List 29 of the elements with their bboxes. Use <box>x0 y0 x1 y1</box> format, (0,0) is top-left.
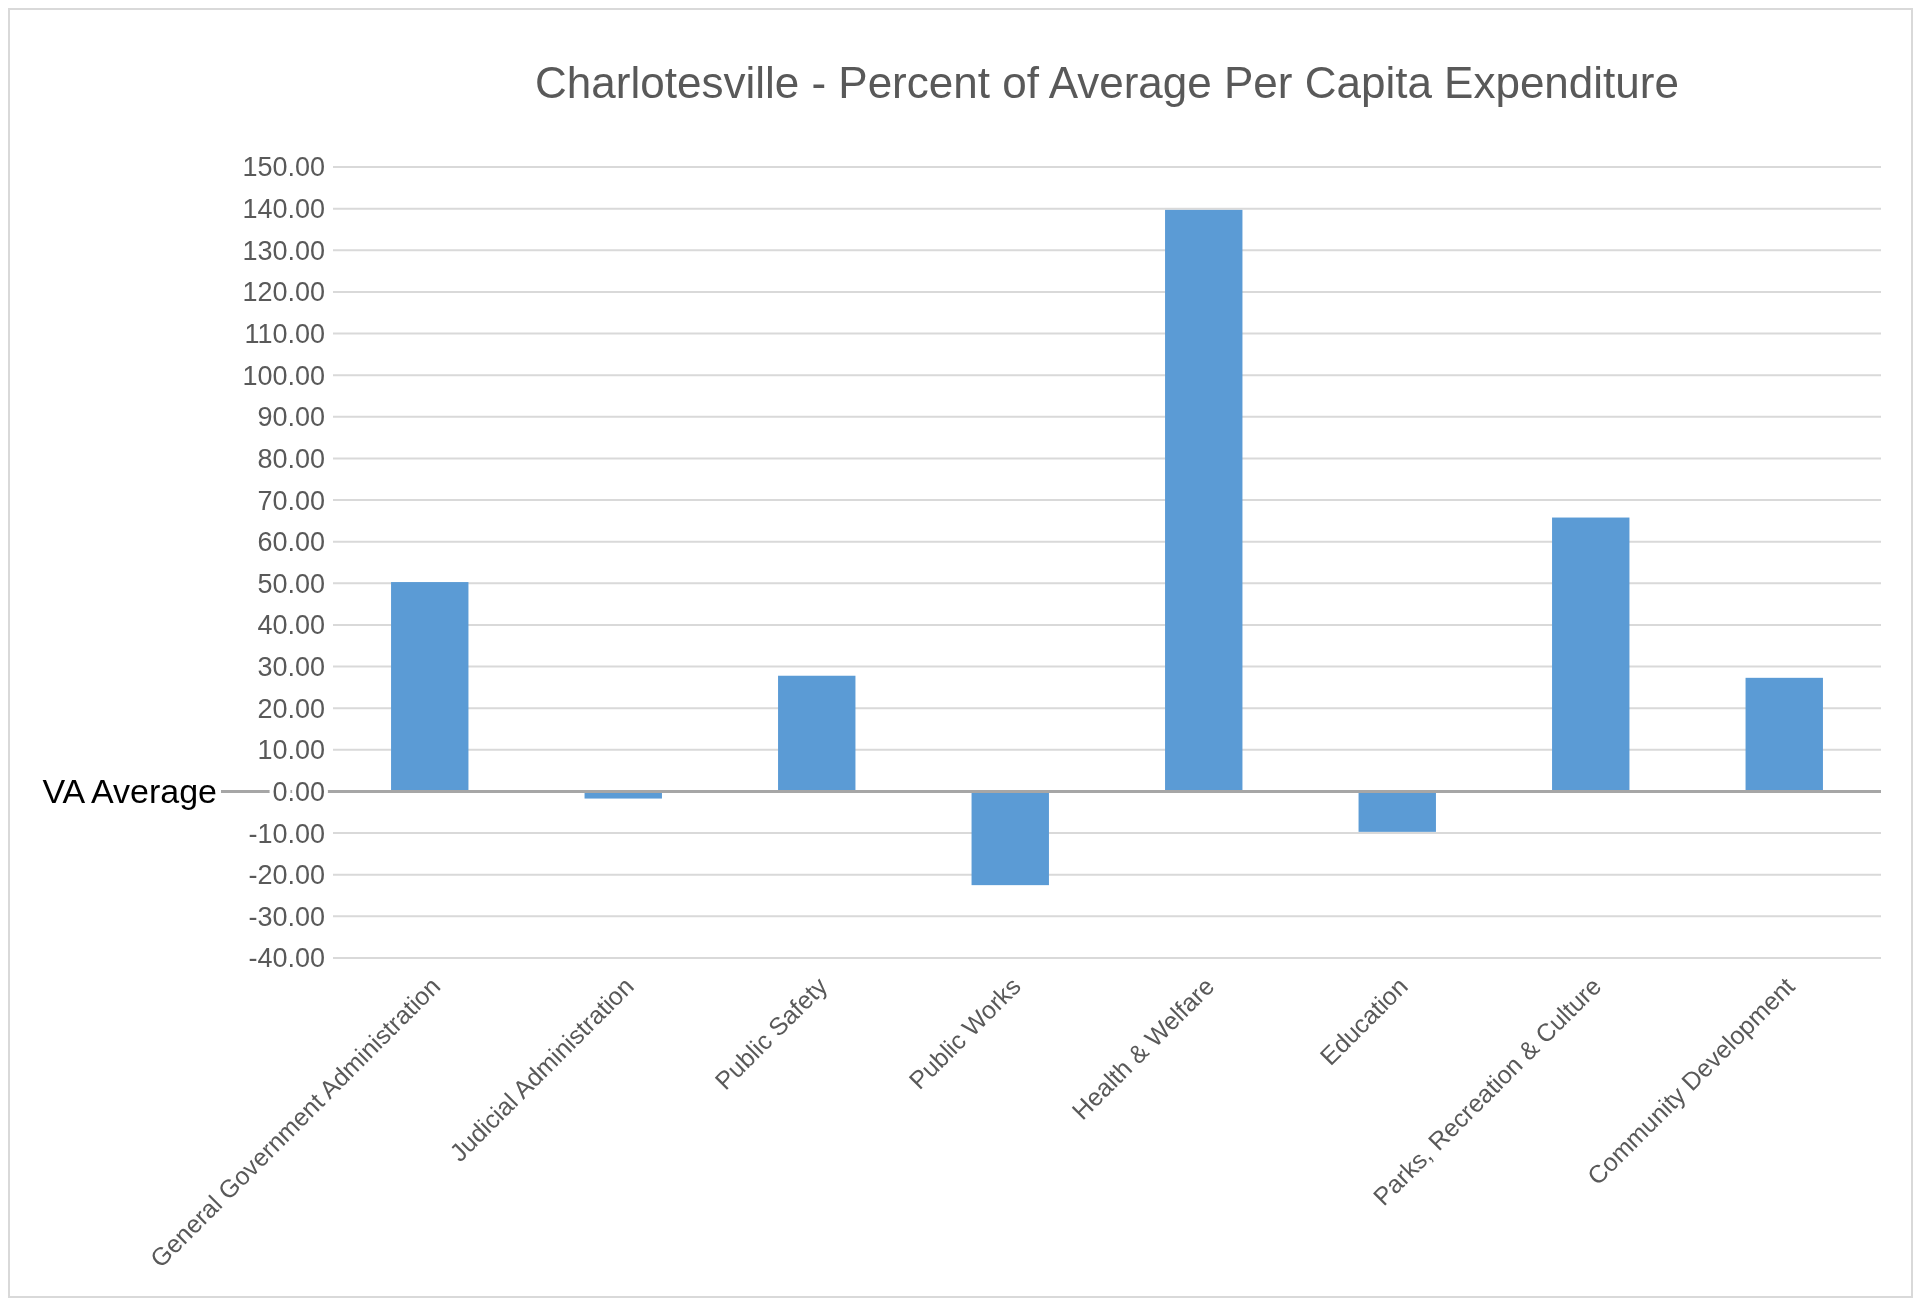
y-tick-label: 90.00 <box>257 402 325 433</box>
bar <box>971 791 1049 886</box>
bar <box>1745 677 1823 792</box>
y-tick-label: 70.00 <box>257 485 325 516</box>
y-tick-label: 140.00 <box>242 194 325 225</box>
ref-line-label: VA Average <box>42 772 217 811</box>
y-tick-label: 100.00 <box>242 360 325 391</box>
y-tick-label: -30.00 <box>248 901 325 932</box>
bar <box>778 675 856 792</box>
y-tick-label: 120.00 <box>242 277 325 308</box>
y-tick-label: 40.00 <box>257 610 325 641</box>
y-tick-label: -10.00 <box>248 818 325 849</box>
y-tick-label: 60.00 <box>257 527 325 558</box>
y-tick-label: 30.00 <box>257 652 325 683</box>
y-tick-label: 110.00 <box>244 318 325 349</box>
y-tick-label: 10.00 <box>257 735 325 766</box>
bar <box>1165 209 1243 792</box>
y-tick-label: 20.00 <box>257 693 325 724</box>
y-tick-label: 0.00 <box>272 776 325 807</box>
y-tick-label: 50.00 <box>257 568 325 599</box>
bar <box>1358 791 1436 832</box>
y-tick-label: 80.00 <box>257 443 325 474</box>
chart-title: Charlotesville - Percent of Average Per Capita Expenditure <box>535 58 1679 107</box>
bar <box>391 582 469 792</box>
y-tick-label: 130.00 <box>242 235 325 266</box>
bar <box>1552 517 1630 792</box>
y-tick-label: -20.00 <box>248 860 325 891</box>
y-tick-label: 150.00 <box>242 152 325 183</box>
y-tick-label: -40.00 <box>248 943 325 974</box>
